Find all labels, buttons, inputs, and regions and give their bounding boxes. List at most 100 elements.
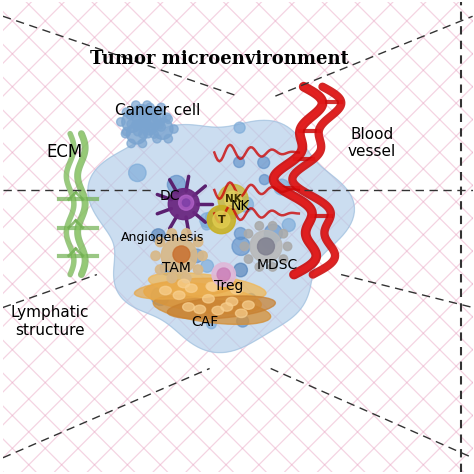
Circle shape	[250, 230, 282, 263]
Circle shape	[279, 229, 288, 238]
Circle shape	[121, 129, 130, 138]
Circle shape	[143, 101, 151, 109]
Circle shape	[143, 120, 151, 129]
Polygon shape	[88, 120, 355, 353]
Text: Lymphatic
structure: Lymphatic structure	[11, 305, 89, 338]
Circle shape	[151, 251, 160, 261]
Text: NK: NK	[230, 200, 250, 213]
Ellipse shape	[178, 279, 190, 288]
Circle shape	[122, 128, 131, 136]
Circle shape	[160, 262, 174, 275]
Text: CAF: CAF	[191, 315, 219, 328]
Circle shape	[148, 110, 157, 119]
Circle shape	[155, 237, 165, 246]
Ellipse shape	[185, 284, 197, 292]
Ellipse shape	[206, 282, 218, 291]
Circle shape	[151, 229, 165, 243]
Circle shape	[234, 157, 245, 167]
Text: NK: NK	[225, 194, 241, 204]
Circle shape	[127, 139, 136, 148]
Circle shape	[244, 229, 253, 238]
Circle shape	[237, 315, 248, 327]
Circle shape	[170, 125, 178, 133]
Circle shape	[134, 108, 142, 117]
Circle shape	[157, 103, 165, 112]
Ellipse shape	[173, 291, 185, 300]
Ellipse shape	[194, 305, 206, 314]
Circle shape	[139, 130, 147, 138]
Circle shape	[200, 213, 215, 228]
Circle shape	[132, 120, 140, 129]
Circle shape	[146, 103, 154, 112]
Circle shape	[173, 246, 190, 263]
Circle shape	[282, 219, 295, 231]
Circle shape	[190, 249, 203, 263]
Circle shape	[134, 128, 142, 136]
Circle shape	[131, 105, 152, 125]
Ellipse shape	[243, 301, 254, 310]
Circle shape	[274, 179, 290, 195]
Circle shape	[127, 120, 136, 128]
Circle shape	[138, 139, 146, 148]
Text: Tumor microenvironment: Tumor microenvironment	[90, 49, 348, 67]
Circle shape	[193, 237, 203, 246]
Circle shape	[262, 234, 277, 249]
Circle shape	[127, 123, 147, 144]
Circle shape	[171, 270, 183, 282]
Ellipse shape	[207, 283, 219, 291]
Circle shape	[283, 242, 292, 251]
Circle shape	[182, 273, 191, 283]
Circle shape	[139, 110, 147, 119]
Circle shape	[164, 115, 173, 123]
Circle shape	[257, 238, 274, 255]
Circle shape	[167, 273, 176, 283]
Circle shape	[207, 206, 236, 234]
Circle shape	[122, 111, 143, 132]
Text: T: T	[218, 215, 225, 225]
Circle shape	[161, 238, 197, 273]
Circle shape	[122, 108, 131, 117]
Circle shape	[207, 319, 216, 329]
Text: Cancer cell: Cancer cell	[115, 103, 201, 118]
Circle shape	[226, 206, 238, 219]
Circle shape	[167, 229, 176, 238]
Circle shape	[150, 110, 158, 119]
Circle shape	[212, 263, 236, 286]
Circle shape	[138, 114, 159, 135]
Circle shape	[279, 255, 288, 264]
Text: MDSC: MDSC	[257, 258, 298, 272]
Circle shape	[139, 118, 147, 126]
Text: Blood
vessel: Blood vessel	[347, 127, 396, 159]
Circle shape	[145, 107, 166, 128]
Circle shape	[218, 184, 248, 214]
Circle shape	[167, 175, 186, 194]
Text: DC: DC	[159, 189, 180, 203]
Text: TAM: TAM	[162, 261, 191, 274]
Ellipse shape	[153, 295, 271, 324]
Circle shape	[235, 228, 246, 239]
Text: ECM: ECM	[46, 144, 82, 162]
Ellipse shape	[221, 303, 233, 311]
Circle shape	[150, 130, 158, 138]
Text: Treg: Treg	[214, 279, 243, 293]
Ellipse shape	[182, 303, 194, 311]
Circle shape	[126, 110, 135, 119]
Circle shape	[246, 293, 256, 303]
Circle shape	[138, 120, 146, 128]
Circle shape	[168, 189, 199, 219]
Circle shape	[264, 224, 283, 242]
Circle shape	[146, 123, 154, 131]
Circle shape	[163, 113, 171, 121]
Ellipse shape	[167, 296, 275, 319]
Circle shape	[133, 120, 142, 128]
Circle shape	[182, 229, 191, 238]
Circle shape	[201, 260, 213, 272]
Circle shape	[179, 195, 194, 210]
Circle shape	[225, 191, 242, 208]
Circle shape	[193, 265, 203, 274]
Circle shape	[157, 123, 165, 131]
Circle shape	[244, 255, 253, 264]
Circle shape	[234, 263, 247, 277]
Circle shape	[153, 135, 161, 143]
Circle shape	[215, 206, 229, 220]
